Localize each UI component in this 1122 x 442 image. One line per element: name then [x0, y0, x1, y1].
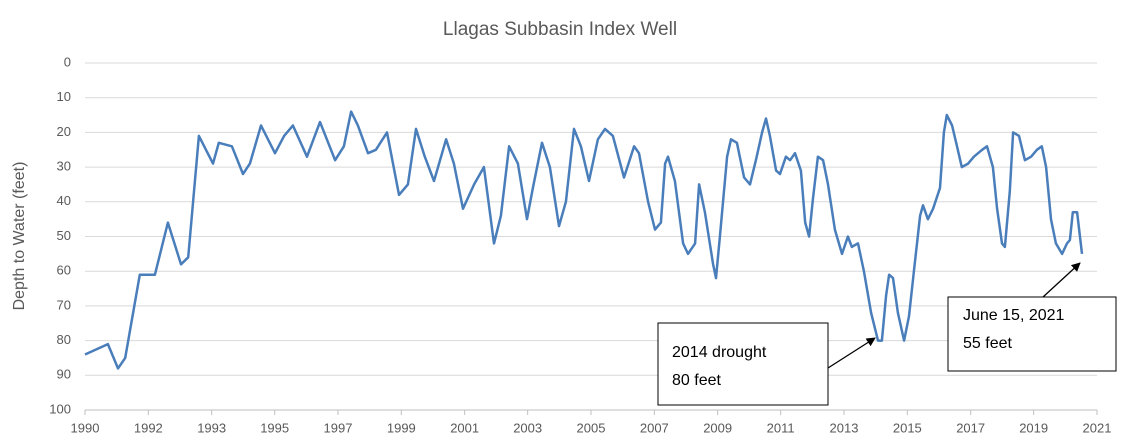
y-axis-label: Depth to Water (feet) — [11, 162, 28, 311]
plot — [84, 110, 1084, 370]
x-tick-label: 2013 — [830, 420, 859, 435]
annotation-text: June 15, 2021 — [963, 307, 1065, 324]
chart-title: Llagas Subbasin Index Well — [443, 19, 677, 40]
x-tick-label: 2003 — [513, 420, 542, 435]
x-tick-label: 1995 — [260, 420, 289, 435]
x-tick-label: 1993 — [197, 420, 226, 435]
y-tick-label: 60 — [57, 263, 71, 278]
annotation-box — [657, 322, 829, 406]
series-line — [84, 110, 1084, 370]
annotation-box — [947, 296, 1117, 372]
x-tick-label: 2005 — [577, 420, 606, 435]
x-tick-label: 2007 — [640, 420, 669, 435]
x-tick-label: 2009 — [703, 420, 732, 435]
annotation-2: June 15, 2021 55 feet — [947, 262, 1117, 372]
x-tick-label: 1992 — [134, 420, 163, 435]
y-tick-label: 90 — [57, 367, 71, 382]
y-tick-label: 10 — [57, 89, 71, 104]
x-tick-label: 2021 — [1083, 420, 1112, 435]
y-tick-label: 20 — [57, 124, 71, 139]
y-tick-label: 80 — [57, 332, 71, 347]
y-tick-label: 0 — [64, 54, 71, 69]
y-tick-label: 50 — [57, 228, 71, 243]
annotation-text: 2014 drought — [672, 344, 767, 361]
y-tick-label: 70 — [57, 297, 71, 312]
x-tick-label: 2011 — [767, 420, 795, 435]
annotation-text: 80 feet — [672, 372, 721, 389]
x-tick-label: 2019 — [1019, 420, 1048, 435]
y-tick-label: 40 — [57, 193, 71, 208]
x-tick-label: 2017 — [956, 420, 985, 435]
y-tick-label: 30 — [57, 159, 71, 174]
x-tick-label: 2015 — [893, 420, 922, 435]
annotation-text: 55 feet — [963, 335, 1012, 352]
arrow — [827, 337, 876, 369]
x-tick-label: 1999 — [387, 420, 416, 435]
arrow — [1042, 262, 1081, 298]
y-tick-label: 100 — [49, 401, 71, 416]
annotation-1: 2014 drought 80 feet — [657, 322, 876, 406]
x-tick-label: 1990 — [71, 420, 100, 435]
x-tick-label: 2001 — [450, 420, 479, 435]
x-tick-label: 1997 — [324, 420, 353, 435]
